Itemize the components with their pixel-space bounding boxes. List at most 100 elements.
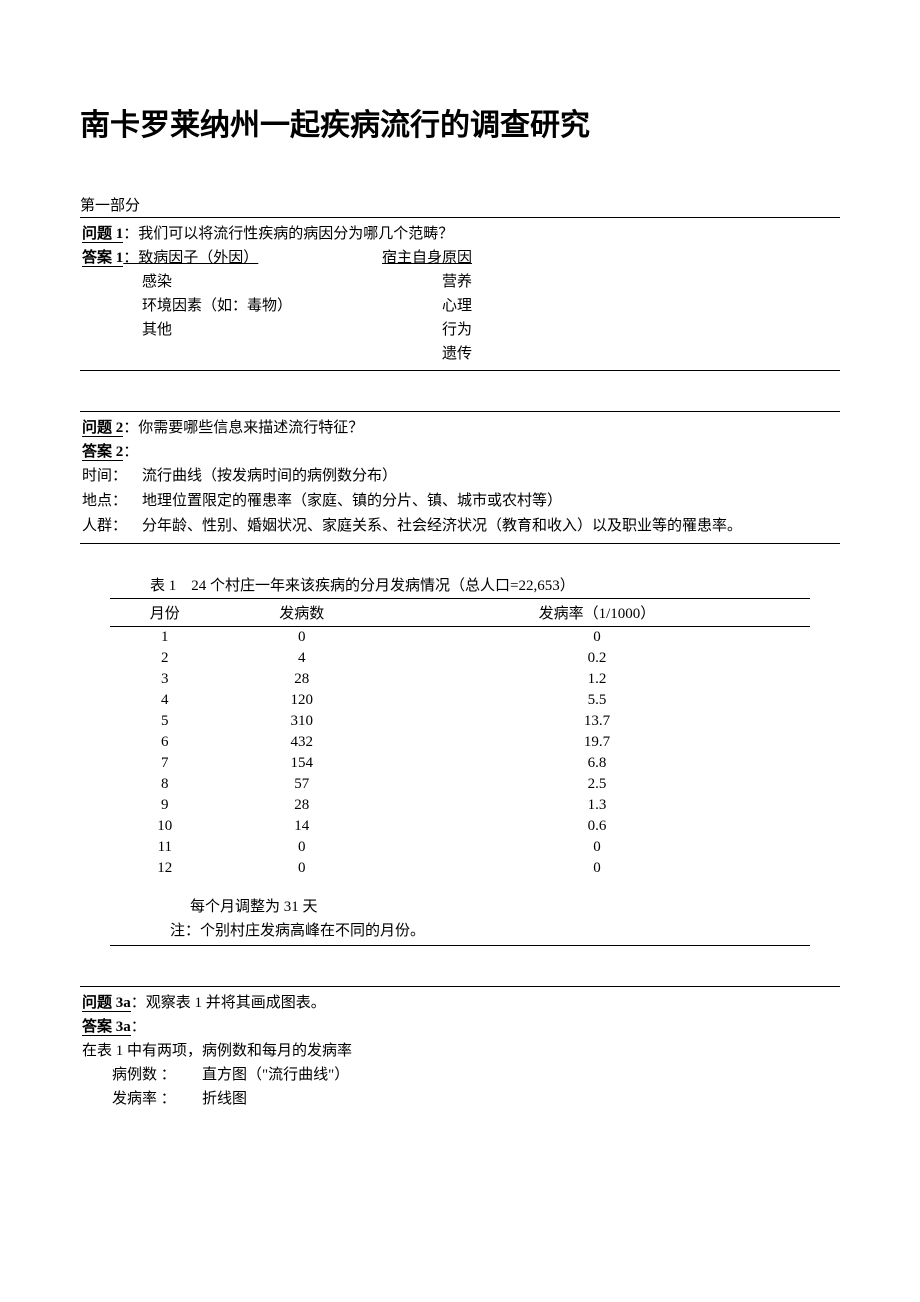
table-row: 3281.2 [110, 669, 810, 690]
table-cell: 6.8 [384, 753, 810, 774]
chart-type-row: 病例数 ：直方图（"流行曲线"） [82, 1063, 838, 1087]
definition-term: 地点： [82, 489, 142, 513]
definition-row: 人群：分年龄、性别、婚姻状况、家庭关系、社会经济状况（教育和收入）以及职业等的罹… [82, 514, 838, 538]
chart-term: 发病率 ： [112, 1087, 202, 1111]
chart-desc: 直方图（"流行曲线"） [202, 1063, 838, 1087]
question-3a-text: ：观察表 1 并将其画成图表。 [131, 995, 326, 1011]
question-2-label: 问题 2 [82, 420, 123, 437]
list-item: 行为 [442, 318, 838, 342]
answer-3a-rows: 病例数 ：直方图（"流行曲线"）发病率 ：折线图 [82, 1063, 838, 1111]
page-title: 南卡罗莱纳州一起疾病流行的调查研究 [80, 100, 840, 144]
table-cell: 4 [220, 648, 384, 669]
table-row: 531013.7 [110, 711, 810, 732]
table-cell: 9 [110, 795, 220, 816]
table-cell: 1 [110, 627, 220, 649]
table-row: 240.2 [110, 648, 810, 669]
definition-desc: 地理位置限定的罹患率（家庭、镇的分片、镇、城市或农村等） [142, 489, 838, 513]
table-cell: 0.6 [384, 816, 810, 837]
list-item: 心理 [442, 294, 838, 318]
table-cell: 154 [220, 753, 384, 774]
table-cell: 11 [110, 837, 220, 858]
table-cell: 28 [220, 669, 384, 690]
definition-desc: 流行曲线（按发病时间的病例数分布） [142, 464, 838, 488]
list-item: 遗传 [442, 342, 838, 366]
table-row: 1100 [110, 837, 810, 858]
table-cell: 1.3 [384, 795, 810, 816]
definition-row: 时间：流行曲线（按发病时间的病例数分布） [82, 464, 838, 488]
table-cell: 0 [384, 858, 810, 879]
question-3a-label: 问题 3a [82, 995, 131, 1012]
section-label: 第一部分 [80, 194, 840, 215]
table-cell: 0 [220, 858, 384, 879]
table-1-notes: 每个月调整为 31 天 注：个别村庄发病高峰在不同的月份。 [110, 879, 810, 946]
qa-box-1: 问题 1：我们可以将流行性疾病的病因分为哪几个范畴？ 答案 1：致病因子（外因）… [80, 217, 840, 371]
definition-term: 时间： [82, 464, 142, 488]
table-cell: 13.7 [384, 711, 810, 732]
answer-3a-label: 答案 3a [82, 1019, 131, 1036]
list-item: 感染 [142, 270, 442, 294]
chart-desc: 折线图 [202, 1087, 838, 1111]
table-cell: 10 [110, 816, 220, 837]
question-1-text: ：我们可以将流行性疾病的病因分为哪几个范畴？ [123, 226, 453, 242]
table-cell: 3 [110, 669, 220, 690]
table-cell: 432 [220, 732, 384, 753]
answer-1-left-list: 感染环境因素（如：毒物）其他 [82, 270, 442, 366]
list-item: 其他 [142, 318, 442, 342]
definition-term: 人群： [82, 514, 142, 538]
table-row: 100 [110, 627, 810, 649]
question-1-label: 问题 1 [82, 226, 123, 243]
definition-desc: 分年龄、性别、婚姻状况、家庭关系、社会经济状况（教育和收入）以及职业等的罹患率。 [142, 514, 838, 538]
table-row: 9281.3 [110, 795, 810, 816]
table-1-caption: 表 1 24 个村庄一年来该疾病的分月发病情况（总人口=22,653） [110, 574, 810, 595]
table-cell: 1.2 [384, 669, 810, 690]
table-row: 41205.5 [110, 690, 810, 711]
qa-box-2: 问题 2：你需要哪些信息来描述流行特征？ 答案 2： 时间：流行曲线（按发病时间… [80, 411, 840, 544]
table-1-note-1: 每个月调整为 31 天 [170, 895, 810, 919]
table-cell: 0 [220, 627, 384, 649]
table-cell: 5 [110, 711, 220, 732]
table-cell: 5.5 [384, 690, 810, 711]
table-1-col-2: 发病率（1/1000） [384, 599, 810, 627]
table-cell: 0 [220, 837, 384, 858]
table-1-note-2: 注：个别村庄发病高峰在不同的月份。 [170, 919, 810, 943]
qa-box-3a: 问题 3a：观察表 1 并将其画成图表。 答案 3a： 在表 1 中有两项，病例… [80, 986, 840, 1115]
table-cell: 120 [220, 690, 384, 711]
table-row: 71546.8 [110, 753, 810, 774]
table-cell: 6 [110, 732, 220, 753]
answer-2-label: 答案 2 [82, 444, 123, 461]
list-item: 营养 [442, 270, 838, 294]
table-cell: 0.2 [384, 648, 810, 669]
answer-1-left-header: ：致病因子（外因） [123, 250, 258, 266]
table-cell: 310 [220, 711, 384, 732]
table-cell: 0 [384, 627, 810, 649]
table-cell: 28 [220, 795, 384, 816]
answer-1-right-header: 宿主自身原因 [382, 250, 472, 266]
table-cell: 7 [110, 753, 220, 774]
table-cell: 19.7 [384, 732, 810, 753]
table-1-col-1: 发病数 [220, 599, 384, 627]
table-row: 10140.6 [110, 816, 810, 837]
definition-row: 地点：地理位置限定的罹患率（家庭、镇的分片、镇、城市或农村等） [82, 489, 838, 513]
answer-1-label: 答案 1 [82, 250, 123, 267]
table-1-col-0: 月份 [110, 599, 220, 627]
list-item: 环境因素（如：毒物） [142, 294, 442, 318]
table-1: 月份 发病数 发病率（1/1000） 100240.23281.241205.5… [110, 598, 810, 879]
table-cell: 8 [110, 774, 220, 795]
table-cell: 0 [384, 837, 810, 858]
answer-3a-intro: 在表 1 中有两项，病例数和每月的发病率 [82, 1039, 838, 1063]
table-cell: 14 [220, 816, 384, 837]
answer-1-right-list: 营养心理行为遗传 [442, 270, 838, 366]
table-cell: 12 [110, 858, 220, 879]
table-1-wrap: 表 1 24 个村庄一年来该疾病的分月发病情况（总人口=22,653） 月份 发… [110, 574, 810, 946]
chart-type-row: 发病率 ：折线图 [82, 1087, 838, 1111]
table-row: 643219.7 [110, 732, 810, 753]
question-2-text: ：你需要哪些信息来描述流行特征？ [123, 420, 363, 436]
table-cell: 57 [220, 774, 384, 795]
table-cell: 2 [110, 648, 220, 669]
table-row: 1200 [110, 858, 810, 879]
chart-term: 病例数 ： [112, 1063, 202, 1087]
table-row: 8572.5 [110, 774, 810, 795]
table-cell: 4 [110, 690, 220, 711]
answer-2-rows: 时间：流行曲线（按发病时间的病例数分布）地点：地理位置限定的罹患率（家庭、镇的分… [82, 464, 838, 538]
table-cell: 2.5 [384, 774, 810, 795]
